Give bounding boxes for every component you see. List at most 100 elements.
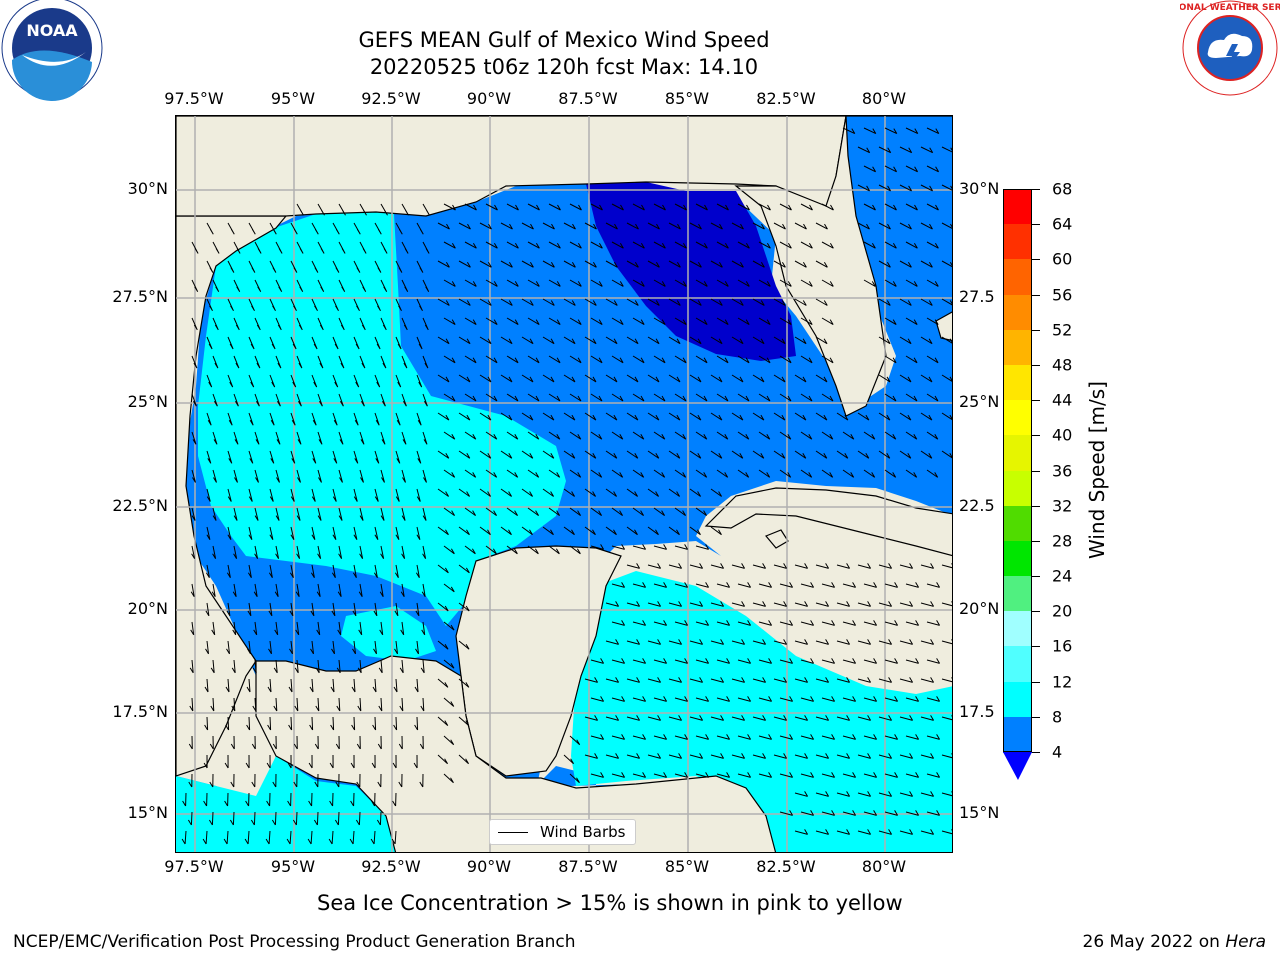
- wind-barb: [800, 658, 815, 664]
- wind-barb: [290, 412, 296, 426]
- wind-barb: [611, 658, 626, 664]
- wind-barb: [253, 621, 258, 636]
- wind-barb: [527, 203, 540, 211]
- wind-barb: [899, 563, 914, 569]
- wind-barb: [695, 507, 708, 517]
- wind-barb: [563, 336, 576, 345]
- wind-barb: [815, 677, 830, 683]
- colorbar-segment: [1003, 576, 1032, 612]
- wind-barb: [359, 355, 366, 369]
- wind-barb: [485, 545, 497, 555]
- wind-barb: [569, 773, 580, 784]
- wind-barb: [878, 677, 893, 683]
- wind-barb: [416, 526, 421, 540]
- wind-barb: [884, 241, 897, 249]
- wind-barb: [464, 203, 477, 211]
- wind-barb: [563, 412, 576, 421]
- wind-barb: [626, 222, 639, 230]
- wind-barb: [359, 203, 367, 216]
- wind-barb: [542, 260, 555, 268]
- wind-barb: [548, 469, 561, 478]
- wind-barb: [821, 582, 836, 588]
- wind-barb: [443, 659, 455, 669]
- wind-barb: [632, 582, 647, 588]
- wind-barb: [842, 810, 857, 816]
- wind-barb: [611, 582, 626, 588]
- wind-barb: [212, 545, 217, 559]
- wind-barb: [189, 697, 194, 712]
- colorbar-tick: [1032, 189, 1040, 190]
- wind-barb: [647, 336, 660, 345]
- wind-barb: [296, 393, 302, 407]
- wind-barb: [290, 260, 298, 273]
- wind-barb: [836, 715, 851, 721]
- wind-barb: [863, 734, 878, 740]
- wind-barb: [380, 241, 388, 254]
- wind-barb: [464, 469, 477, 478]
- footer-date: 26 May 2022 on Hera: [1083, 932, 1267, 952]
- lon-label-top: 97.5°W: [164, 89, 224, 108]
- lat-label-right: 22.5: [959, 496, 995, 515]
- wind-barb: [273, 659, 278, 674]
- wind-barb: [842, 469, 855, 478]
- wind-barb: [815, 222, 828, 230]
- wind-barb: [815, 753, 830, 759]
- wind-barb: [314, 773, 319, 788]
- wind-barb: [231, 697, 236, 712]
- wind-barb: [611, 431, 624, 440]
- wind-barb: [548, 431, 561, 440]
- wind-barb: [233, 507, 238, 521]
- wind-barb: [548, 203, 561, 211]
- wind-barb: [926, 431, 939, 440]
- wind-barb: [500, 374, 513, 383]
- wind-barb: [352, 602, 357, 617]
- wind-barb: [773, 639, 788, 645]
- wind-barb: [251, 773, 256, 788]
- wind-barb: [252, 659, 257, 674]
- wind-barb: [821, 658, 836, 664]
- wind-barb: [254, 393, 260, 407]
- wind-barb: [836, 450, 849, 459]
- wind-barb: [878, 412, 891, 421]
- wind-barb: [416, 336, 423, 350]
- wind-barb: [458, 412, 471, 421]
- colorbar-tick-label: 48: [1052, 355, 1073, 375]
- wind-barb: [500, 450, 513, 459]
- wind-barb: [233, 241, 241, 254]
- wind-barb: [227, 336, 234, 350]
- wind-barb: [269, 488, 274, 502]
- wind-barb: [227, 298, 234, 312]
- wind-barb: [311, 374, 318, 388]
- wind-barb: [878, 260, 891, 268]
- wind-barb: [479, 260, 492, 268]
- wind-barb: [899, 715, 914, 721]
- colorbar-segment: [1003, 294, 1032, 331]
- wind-barb: [295, 621, 300, 636]
- wind-barb: [878, 298, 891, 306]
- wind-barb: [758, 469, 771, 478]
- colorbar-tick-label: 60: [1052, 249, 1073, 269]
- wind-barb: [569, 393, 582, 402]
- wind-barb: [689, 260, 702, 268]
- wind-barb: [758, 658, 773, 664]
- wind-barb: [275, 241, 283, 254]
- wind-barb: [794, 791, 809, 797]
- wind-barb: [884, 431, 897, 440]
- lat-label-right: 15°N: [959, 803, 1000, 822]
- wind-barb: [779, 431, 792, 440]
- wind-barb: [695, 658, 710, 664]
- wind-barb: [884, 772, 899, 778]
- wind-barb: [223, 830, 229, 845]
- wind-barb: [815, 412, 828, 421]
- wind-barb: [233, 431, 239, 445]
- wind-barb: [458, 260, 471, 268]
- wind-barb: [332, 450, 338, 464]
- wind-barb: [569, 203, 582, 211]
- wind-barb: [254, 241, 262, 254]
- wind-barb: [842, 658, 857, 664]
- wind-barb: [311, 412, 317, 426]
- wind-barb: [379, 583, 384, 598]
- wind-barb: [779, 317, 792, 326]
- nws-logo: NATIONAL WEATHER SERVICE: [1180, 0, 1280, 96]
- wind-barb: [191, 469, 196, 483]
